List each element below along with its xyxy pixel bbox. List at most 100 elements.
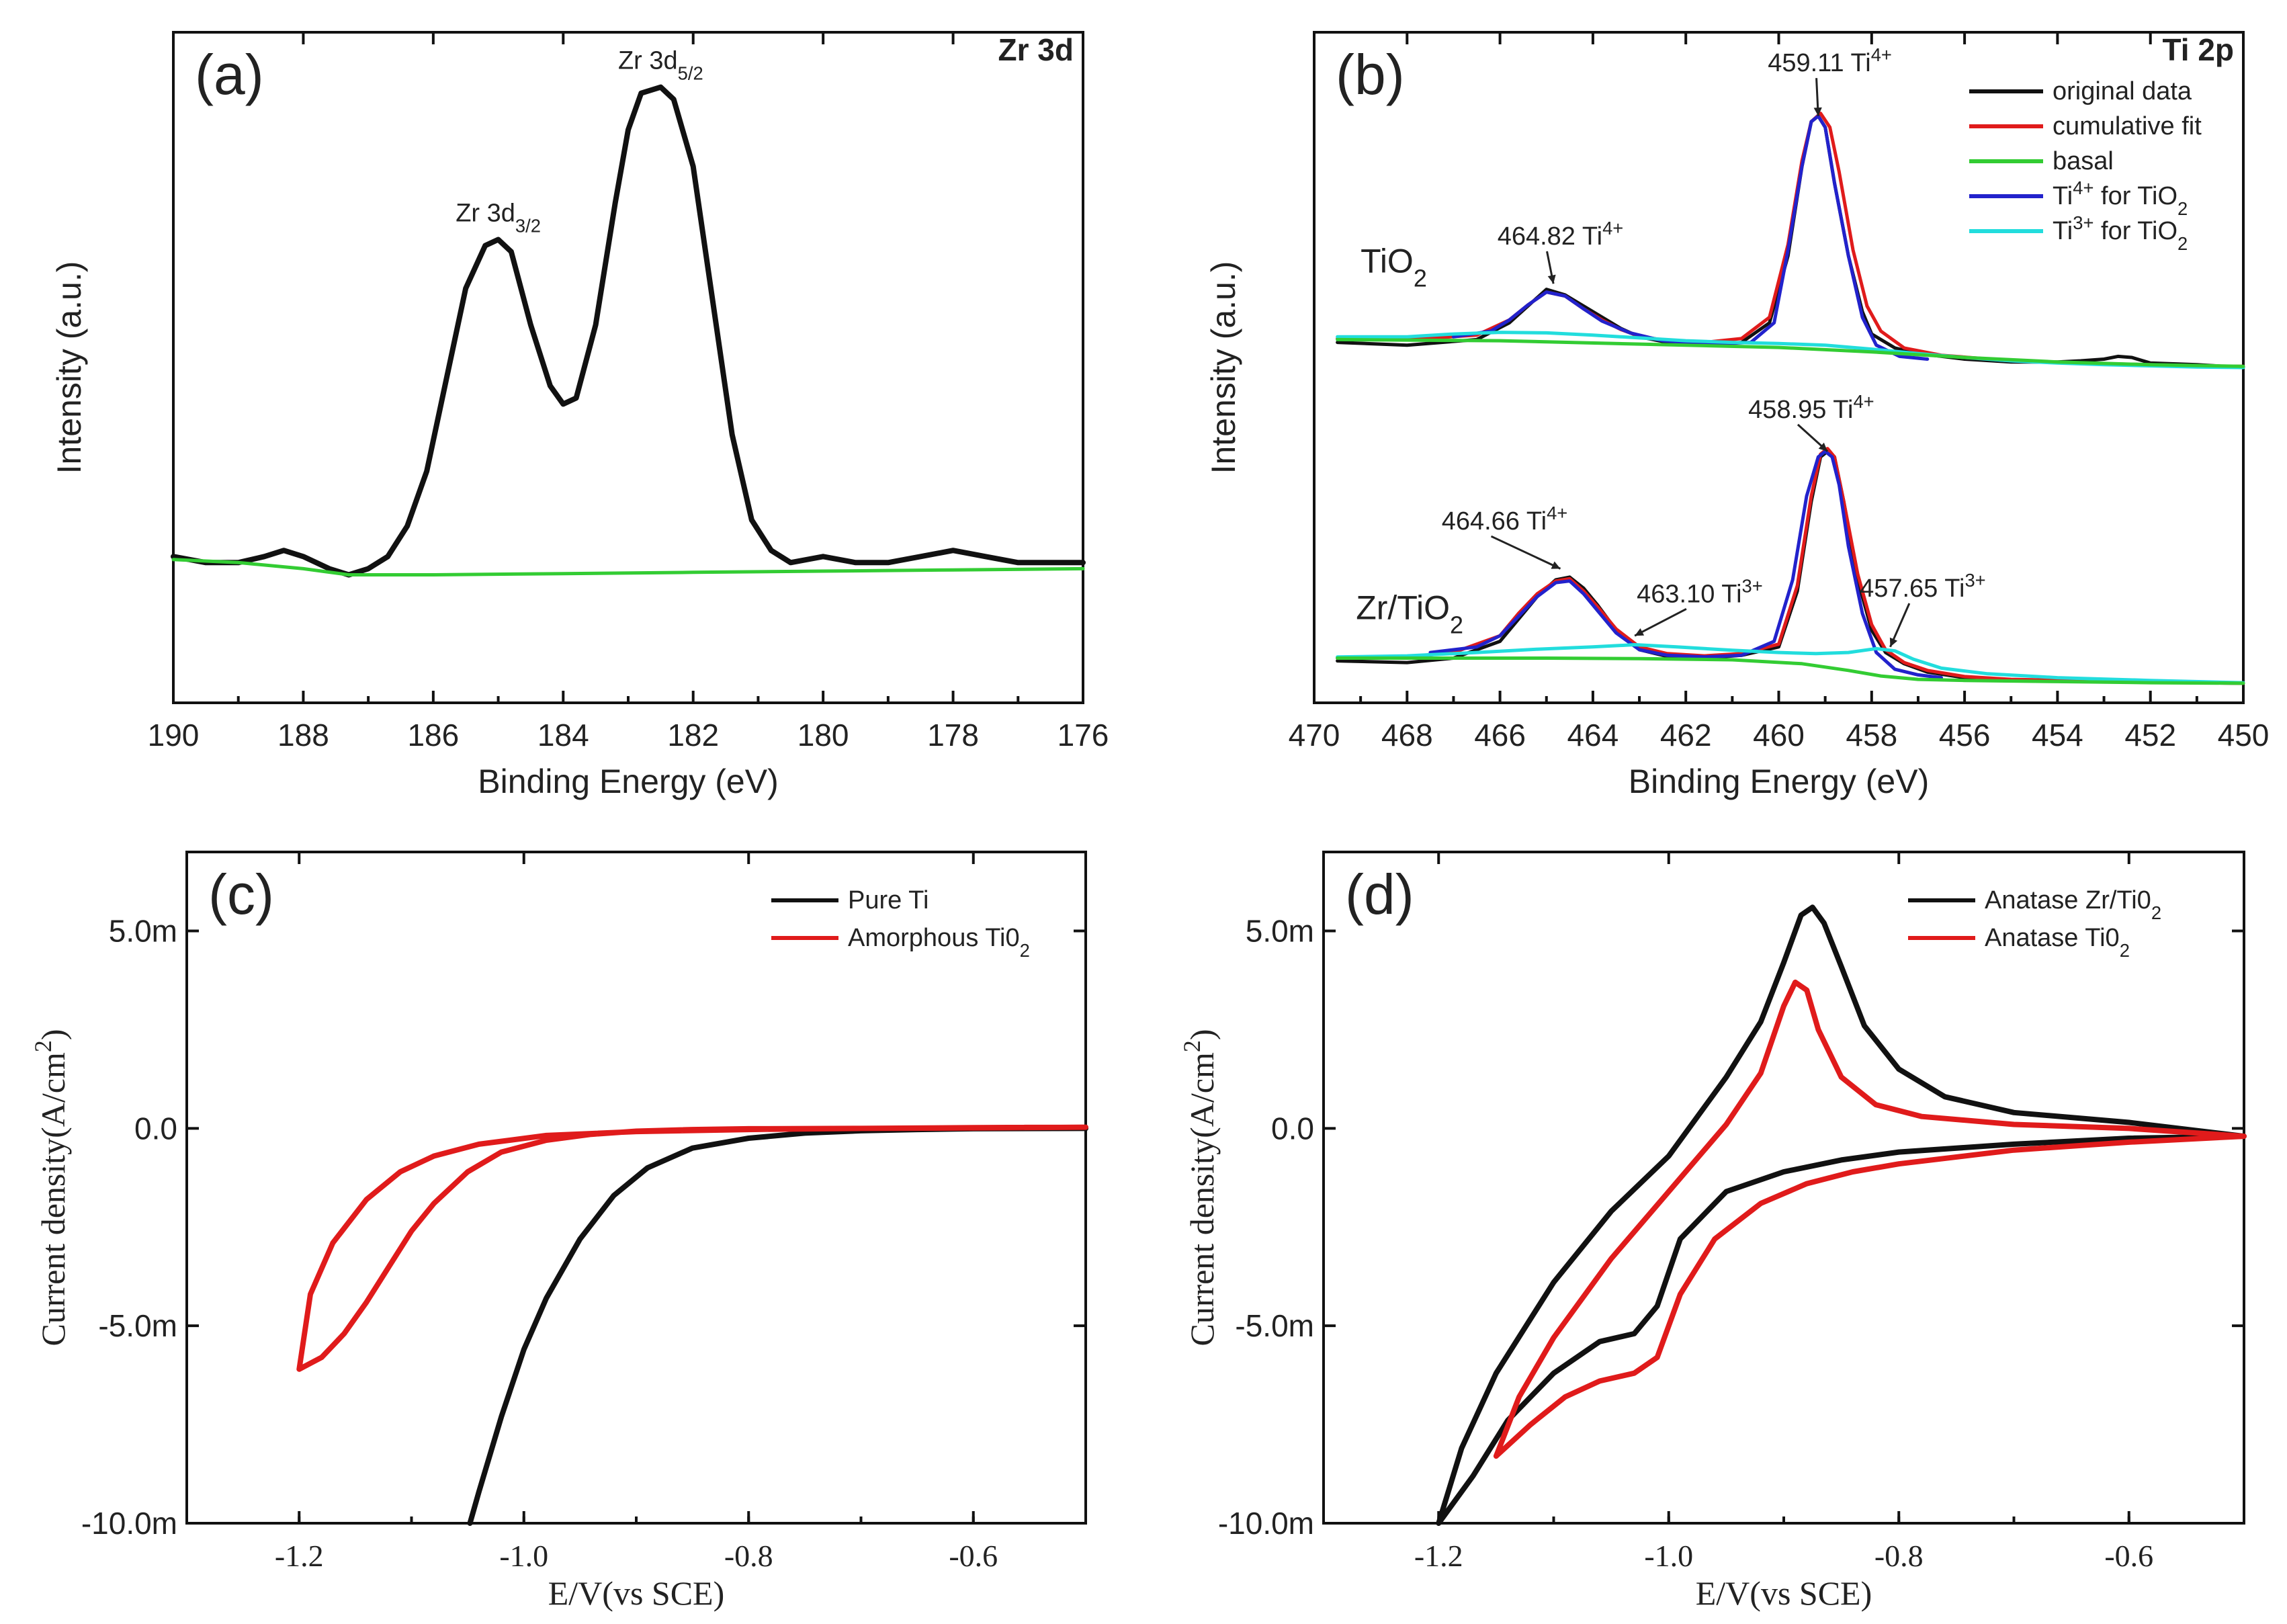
x-tick-label-c: -0.8 (724, 1539, 773, 1573)
y-axis-label-b: Intensity (a.u.) (1205, 261, 1242, 474)
y-axis-label-d: Current density(A/cm2) (1178, 1029, 1221, 1346)
annotation-p45765-part: Ti (1944, 574, 1965, 603)
legend-label-b-2: basal (2053, 147, 2114, 175)
y-axis-label-c: Current density(A/cm2) (30, 1029, 72, 1346)
legend-label-b-3-part: Ti (2053, 182, 2073, 210)
annotation-arrowhead-p46466 (1551, 561, 1561, 569)
legend-label-b-1: cumulative fit (2053, 112, 2202, 140)
x-tick-label-c: -1.2 (275, 1539, 324, 1573)
series-line-b-8 (1336, 643, 2245, 685)
panel-d-cv-anatase: -1.2 -1.0 -0.8 -0.6 5.0m 0.0 -5.0m -10.0m E/V(vs… (1178, 851, 2247, 1612)
annotation-p46310-part: 3+ (1742, 575, 1763, 596)
series-line-d-1 (1493, 979, 2247, 1459)
annotation-arrowhead-p45765 (1889, 637, 1898, 647)
annotation-p46466-part: 464.66 (1442, 507, 1526, 536)
y-axis-label-c-part: Current density(A/cm (34, 1052, 72, 1347)
x-tick-label-b: 452 (2124, 718, 2176, 753)
annotation-zr3d32-part: Zr 3d (456, 199, 515, 227)
annotation-p46310-part: 463.10 (1637, 580, 1721, 608)
annotation-p46466-part: 4+ (1547, 503, 1567, 523)
legend-label-c-0: Pure Ti (848, 886, 929, 914)
annotation-zr3d32: Zr 3d3/2 (456, 199, 541, 236)
legend-label-d-0-part: Anatase Zr/Ti0 (1985, 886, 2151, 914)
y-axis-label-d-part: Current density(A/cm (1183, 1052, 1221, 1347)
sample-label-zrtio2-part: Zr/TiO (1356, 589, 1450, 626)
x-tick-label-c: -0.6 (949, 1539, 998, 1573)
annotation-p46310-part: Ti (1721, 580, 1741, 608)
x-tick-label-a: 186 (407, 718, 459, 753)
x-axis-label-b: Binding Energy (eV) (1629, 763, 1929, 800)
sample-label-zrtio2: Zr/TiO2 (1356, 589, 1463, 638)
corner-label-b: Ti 2p (2162, 32, 2234, 67)
y-axis-label-c-part: 2 (30, 1040, 56, 1052)
annotation-arrowhead-p46310 (1635, 628, 1645, 636)
annotation-p45895-part: 458.95 (1748, 396, 1833, 424)
y-axis-label-d-part: ) (1183, 1029, 1221, 1040)
legend-label-b-0: original data (2053, 77, 2192, 105)
series-line-a-1 (171, 558, 1085, 576)
x-tick-label-a: 178 (927, 718, 979, 753)
x-tick-label-a: 184 (537, 718, 589, 753)
x-axis-label-a: Binding Energy (eV) (478, 763, 778, 800)
x-tick-label-b: 458 (1846, 718, 1897, 753)
legend-label-b-0-part: original data (2053, 77, 2192, 105)
annotation-arrow-p46466 (1490, 535, 1561, 570)
x-tick-label-a: 176 (1058, 718, 1109, 753)
x-tick-label-b: 464 (1567, 718, 1619, 753)
series-line-d-0 (1436, 904, 2247, 1526)
legend-label-d-0-part: 2 (2151, 902, 2161, 923)
panel-a-zr3d: 190 188 186 184 182 180 178 176 Binding Energy (… (50, 31, 1109, 800)
y-tick-label-d: -10.0m (1218, 1506, 1314, 1541)
annotation-p45911-part: Ti (1850, 49, 1870, 77)
annotation-p45895-part: 4+ (1853, 390, 1874, 411)
x-tick-label-b: 456 (1939, 718, 1991, 753)
x-tick-label-b: 466 (1474, 718, 1526, 753)
annotation-zr3d52: Zr 3d5/2 (618, 46, 703, 83)
x-tick-label-a: 180 (797, 718, 849, 753)
annotation-p46482: 464.82 Ti4+ (1498, 218, 1624, 251)
x-axis-label-c: E/V(vs SCE) (548, 1574, 725, 1612)
annotation-p45765: 457.65 Ti3+ (1860, 569, 1986, 603)
y-tick-label-c: 0.0 (134, 1111, 177, 1146)
legend-label-c-1: Amorphous Ti02 (848, 924, 1030, 961)
legend-label-b-4-part: for TiO (2094, 217, 2177, 245)
series-line-b-9 (1336, 656, 2245, 685)
legend-label-b-4-part: 3+ (2073, 212, 2094, 233)
annotation-p45895: 458.95 Ti4+ (1748, 390, 1874, 424)
legend-label-c-1-part: 2 (1020, 940, 1030, 961)
annotation-p46310: 463.10 Ti3+ (1637, 575, 1763, 609)
y-tick-label-d: 5.0m (1246, 914, 1314, 949)
x-tick-label-d: -1.0 (1644, 1539, 1693, 1573)
y-axis-label-c-part: ) (34, 1029, 72, 1040)
annotation-p46482-part: 4+ (1602, 218, 1623, 239)
legend-label-d-1: Anatase Ti02 (1985, 924, 2130, 961)
y-axis-label-a: Intensity (a.u.) (50, 261, 88, 474)
sample-label-tio2-part: 2 (1414, 264, 1427, 292)
legend-label-d-1-part: 2 (2120, 940, 2130, 961)
annotation-p45895-part: Ti (1833, 396, 1853, 424)
x-tick-label-b: 454 (2032, 718, 2083, 753)
panel-label-b: (b) (1336, 43, 1405, 106)
series-line-c-1 (296, 1124, 1088, 1372)
x-tick-label-b: 460 (1753, 718, 1805, 753)
x-tick-label-b: 462 (1660, 718, 1712, 753)
y-tick-label-d: 0.0 (1271, 1111, 1314, 1146)
annotation-arrowhead-p45911 (1813, 107, 1822, 116)
annotation-p45911: 459.11 Ti4+ (1768, 44, 1892, 78)
x-tick-label-b: 468 (1381, 718, 1433, 753)
series-line-b-6 (1336, 447, 2245, 685)
legend-label-b-4: Ti3+ for TiO2 (2053, 212, 2188, 254)
y-tick-label-c: -5.0m (98, 1308, 177, 1343)
legend-label-d-0: Anatase Zr/Ti02 (1985, 886, 2161, 923)
panel-b-ti2p: 470 468 466 464 462 460 458 456 454 452 450 Binding… (1205, 31, 2270, 800)
x-tick-label-a: 182 (667, 718, 719, 753)
annotation-p46482-part: Ti (1582, 222, 1602, 251)
sample-label-tio2: TiO2 (1361, 243, 1427, 292)
x-tick-label-a: 188 (277, 718, 329, 753)
corner-label-a: Zr 3d (998, 32, 1074, 67)
legend-label-b-4-part: 2 (2177, 233, 2188, 254)
sample-label-zrtio2-part: 2 (1450, 611, 1463, 638)
x-tick-label-b: 450 (2218, 718, 2270, 753)
x-tick-label-c: -1.0 (499, 1539, 548, 1573)
